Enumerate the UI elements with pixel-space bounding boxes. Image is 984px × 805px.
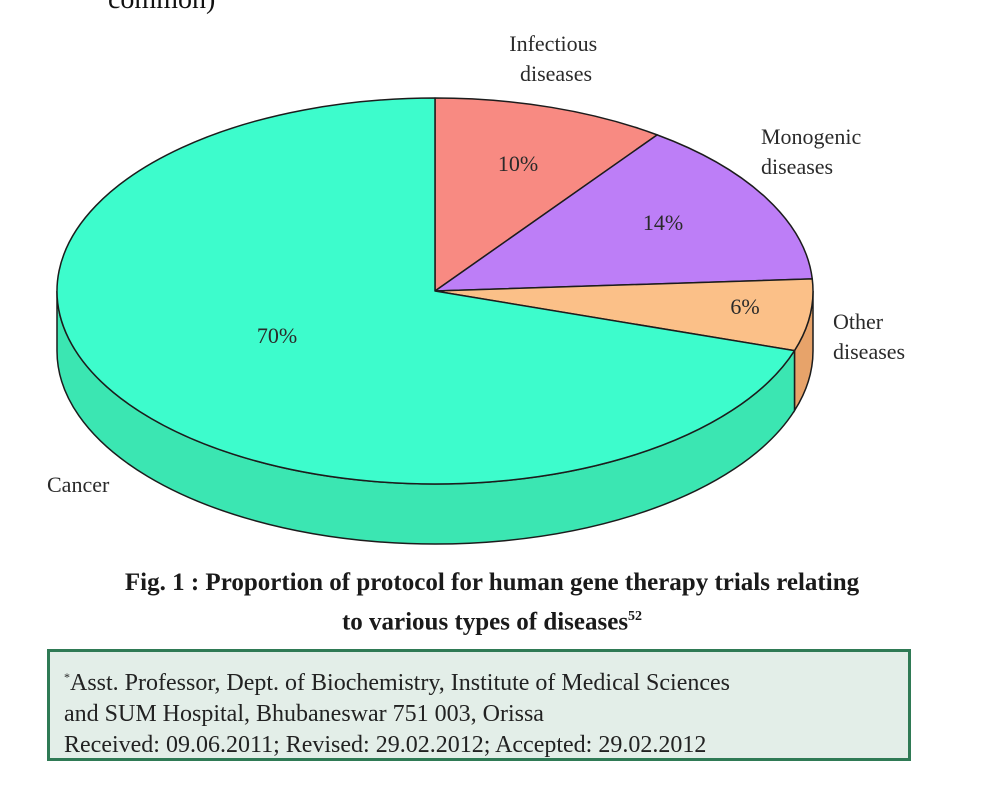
pie-value-labels: 70% 10% 14% 6% [257,151,760,348]
top-text-fragment: common) [108,0,215,16]
info-line-3: Received: 09.06.2011; Revised: 29.02.201… [64,732,707,758]
pie-slice-other [434,278,814,352]
pie-slice-monogenic [434,134,814,292]
value-label-monogenic: 14% [643,210,683,235]
figure-caption: Fig. 1 : Proportion of protocol for huma… [30,566,954,639]
category-label-other: Other diseases [833,309,905,364]
category-label-monogenic: Monogenic diseases [761,124,867,179]
caption-reference: 52 [628,609,643,624]
info-line-2: and SUM Hospital, Bhubaneswar 751 003, O… [64,701,544,727]
value-label-other: 6% [730,294,759,319]
category-label-cancer: Cancer [47,472,110,497]
pie-slice-infectious [434,97,658,292]
author-info-box: *Asst. Professor, Dept. of Biochemistry,… [47,649,911,761]
pie-slice-cancer [56,97,796,485]
pie-chart: 70% 10% 14% 6% Cancer Infectious disease… [47,31,905,545]
pie-slices [56,97,814,485]
footnote-marker: * [64,670,70,684]
value-label-cancer: 70% [257,323,297,348]
caption-line-1: Fig. 1 : Proportion of protocol for huma… [124,569,860,596]
info-line-1: *Asst. Professor, Dept. of Biochemistry,… [64,670,731,696]
category-label-infectious: Infectious diseases [509,31,602,86]
caption-line-2: to various types of diseases52 [341,608,643,636]
pie-category-labels: Cancer Infectious diseases Monogenic dis… [47,31,905,497]
value-label-infectious: 10% [498,151,538,176]
